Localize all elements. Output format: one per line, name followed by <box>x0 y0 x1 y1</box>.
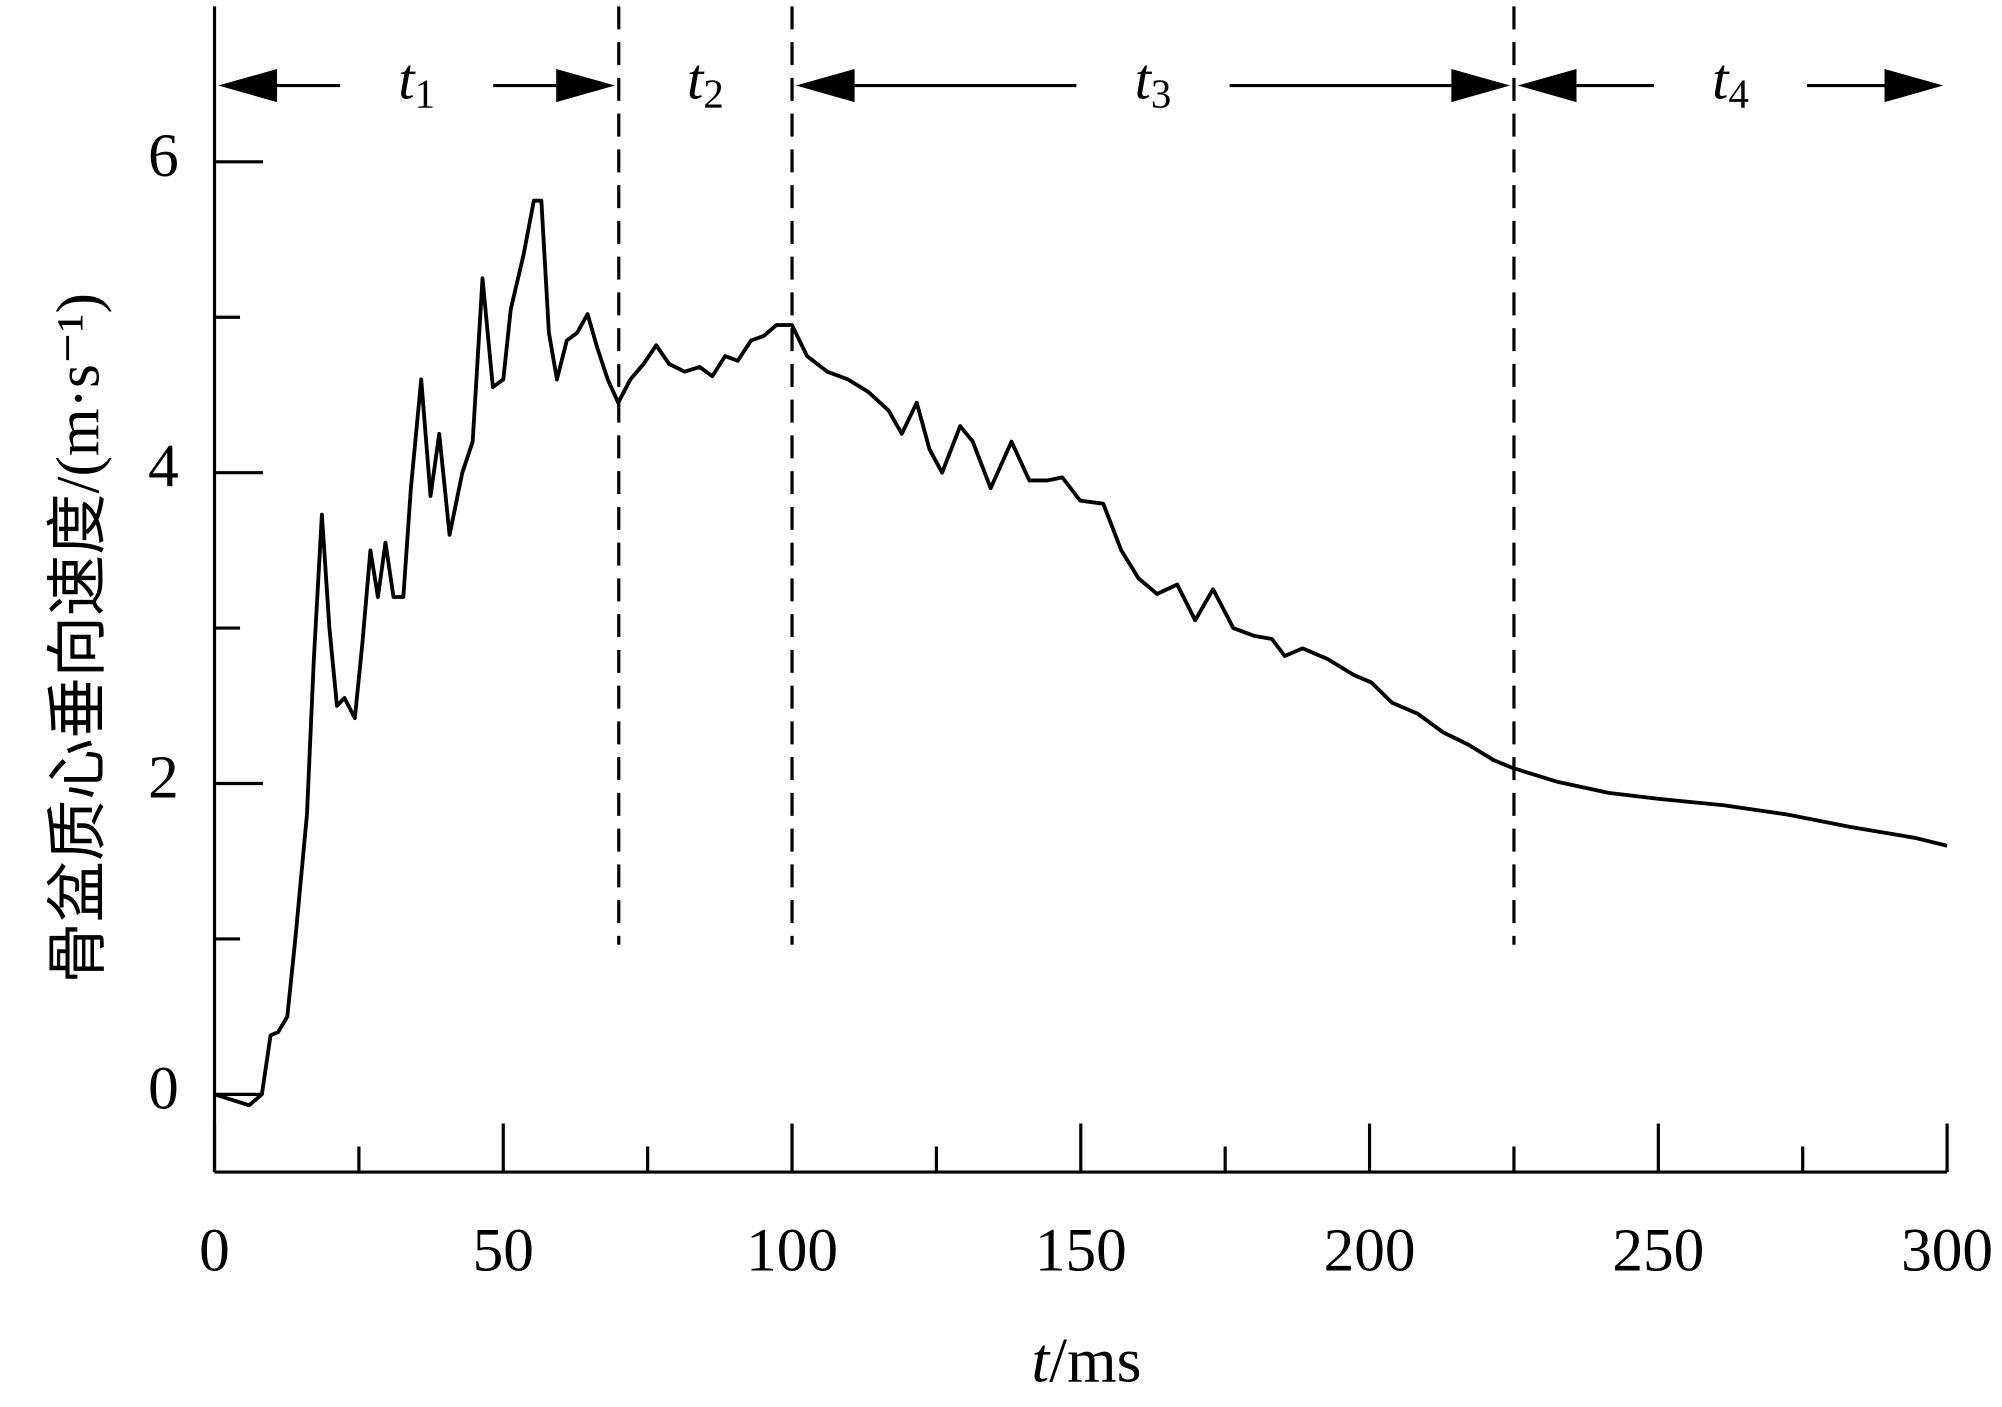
period-label: t3 <box>1135 47 1172 117</box>
period-label: t2 <box>687 47 724 117</box>
y-tick-label: 6 <box>148 122 179 190</box>
x-tick-label: 250 <box>1612 1216 1704 1284</box>
arrow-head <box>1517 68 1577 103</box>
arrow-head <box>1884 68 1944 103</box>
x-tick-label: 200 <box>1324 1216 1416 1284</box>
x-tick-label: 300 <box>1901 1216 1993 1284</box>
period-label: t1 <box>398 47 435 117</box>
x-tick-label: 100 <box>746 1216 838 1284</box>
arrow-head <box>218 68 278 103</box>
y-tick-label: 4 <box>148 433 179 501</box>
y-tick-label: 0 <box>148 1054 179 1122</box>
y-tick-label: 2 <box>148 744 179 812</box>
arrow-head <box>556 68 615 103</box>
x-axis-label: t/ms <box>1032 1324 1142 1395</box>
y-axis-label: 骨盆质心垂向速度/(m·s⁻¹) <box>44 293 112 984</box>
data-line <box>213 198 1948 1108</box>
x-tick-label: 150 <box>1035 1216 1127 1284</box>
x-tick-label: 0 <box>199 1216 230 1284</box>
period-label: t4 <box>1712 47 1749 117</box>
arrow-head <box>1451 68 1511 103</box>
x-tick-label: 50 <box>473 1216 534 1284</box>
arrow-head <box>795 68 855 103</box>
